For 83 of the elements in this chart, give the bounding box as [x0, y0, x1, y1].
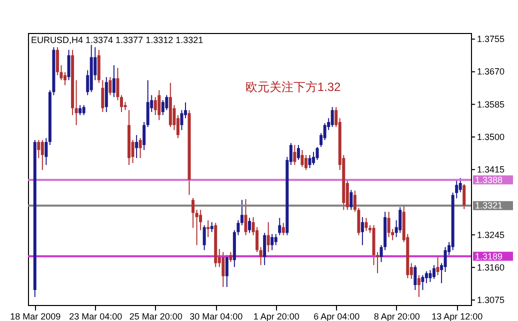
candlestick: [432, 264, 436, 280]
candlestick: [270, 234, 274, 251]
candlestick: [210, 222, 214, 233]
candlestick: [274, 234, 278, 246]
y-tick-label: 1.3755: [477, 34, 505, 44]
candlestick: [101, 80, 104, 113]
candlestick: [364, 217, 368, 232]
candlestick: [300, 150, 304, 168]
candlestick: [82, 104, 86, 116]
candlestick: [398, 206, 402, 234]
y-tick-label: 1.3415: [477, 164, 505, 175]
candlestick: [229, 252, 232, 263]
x-tick-label: 8 Apr 20:00: [374, 312, 420, 321]
x-tick-label: 30 Mar 04:00: [190, 312, 243, 321]
candlestick: [263, 232, 266, 266]
candlestick: [421, 274, 424, 291]
candlestick: [120, 94, 123, 113]
y-tick-label: 1.3160: [477, 262, 505, 272]
candlestick: [158, 90, 161, 121]
candlestick: [316, 146, 319, 160]
candlestick: [74, 80, 78, 126]
ref-line-label: 1.3189: [475, 251, 503, 262]
candlestick: [304, 154, 308, 170]
candlestick: [278, 217, 282, 236]
candlestick: [436, 256, 440, 276]
candlestick: [240, 199, 244, 226]
candlestick: [138, 138, 142, 159]
candlestick: [180, 110, 184, 131]
candlestick: [462, 184, 466, 210]
candlestick: [116, 67, 120, 101]
x-tick-label: 6 Apr 04:00: [314, 312, 360, 321]
y-tick-label: 1.3670: [477, 66, 505, 77]
candlestick: [282, 222, 285, 236]
ref-line-label: 1.3321: [475, 200, 503, 211]
x-tick-label: 25 Mar 20:00: [129, 312, 182, 321]
candlestick: [192, 197, 195, 228]
candlestick: [222, 252, 225, 288]
candlestick: [312, 151, 316, 166]
x-tick-label: 18 Mar 2009: [10, 312, 61, 321]
candlestick: [424, 270, 428, 284]
candlestick: [350, 189, 353, 210]
candlestick: [64, 72, 67, 86]
candlestick: [360, 216, 364, 246]
candlestick: [142, 122, 146, 151]
candlestick: [37, 140, 40, 159]
y-tick-label: 1.3245: [477, 230, 505, 240]
candlestick: [154, 96, 157, 116]
candlestick: [225, 254, 228, 288]
x-tick-label: 13 Apr 12:00: [432, 312, 483, 321]
chart-title: EURUSD,H4 1.3374 1.3377 1.3312 1.3321: [31, 35, 204, 45]
candlestick: [266, 222, 270, 253]
candlestick: [428, 270, 432, 282]
candlestick: [202, 224, 206, 251]
candlestick: [330, 106, 334, 128]
candlestick: [458, 178, 462, 193]
candlestick: [78, 104, 82, 116]
annotation: 欧元关注下方1.32: [245, 80, 341, 94]
y-tick-label: 1.3075: [477, 295, 505, 306]
candlestick: [259, 246, 262, 266]
y-tick-label: 1.3585: [477, 99, 505, 110]
y-tick-label: 1.3500: [477, 132, 505, 142]
candlestick: [146, 80, 150, 128]
candlestick: [67, 49, 70, 81]
candlestick: [44, 138, 48, 166]
candlestick: [56, 46, 59, 76]
candlestick: [248, 217, 251, 234]
candlestick: [414, 264, 417, 291]
candlestick: [112, 64, 116, 98]
candlestick: [206, 220, 210, 238]
x-tick-label: 23 Mar 04:00: [69, 312, 122, 321]
candlestick: [135, 134, 138, 159]
x-tick-label: 1 Apr 20:00: [253, 312, 300, 321]
ref-line-label: 1.3388: [475, 174, 503, 185]
candlestick: [296, 144, 300, 160]
candlestick: [40, 140, 44, 170]
candlestick: [165, 94, 168, 111]
candlestick: [417, 274, 420, 298]
candlestick: [244, 198, 248, 236]
candlestick: [108, 76, 112, 96]
candlestick: [195, 209, 198, 246]
candlestick: [387, 211, 390, 238]
candlestick: [308, 154, 312, 169]
candlestick: [293, 144, 296, 166]
